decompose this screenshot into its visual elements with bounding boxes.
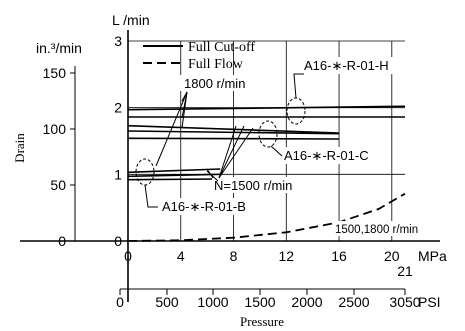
y2-tick-label: 0 <box>58 233 66 249</box>
x-tick-label: 8 <box>230 248 238 264</box>
label-c-bg <box>282 147 390 164</box>
x2-tick-label: 1500 <box>244 294 275 310</box>
leader-1500-0 <box>218 125 237 179</box>
series-line-7 <box>127 178 221 181</box>
group-c-ellipse <box>258 120 278 148</box>
legend-label-full-cutoff: Full Cut-off <box>188 40 255 55</box>
label-h-bg <box>298 57 406 74</box>
x-tick-label: 12 <box>278 248 294 264</box>
y2-tick-label: 100 <box>43 121 67 137</box>
x-unit-psi: PSI <box>418 294 441 310</box>
x2-tick-label: 500 <box>155 294 179 310</box>
label-1500rpm: N=1500 r/min <box>214 178 292 193</box>
y-unit-lmin: L /min <box>112 12 150 28</box>
x2-tick-label: 2500 <box>338 294 369 310</box>
x-tick-label-end: 21 <box>397 263 413 279</box>
x2-tick-label: 0 <box>116 294 124 310</box>
label-1500-1800rpm: 1500,1800 r/min <box>335 224 418 236</box>
x-tick-label: 16 <box>331 248 347 264</box>
leader-1500-4 <box>206 170 219 182</box>
label-1800-bg <box>180 75 252 91</box>
y-tick-label: 0 <box>114 233 122 249</box>
x-unit-mpa: MPa <box>418 248 447 264</box>
x-axis-title: Pressure <box>240 314 284 329</box>
x-tick-label: 20 <box>384 248 400 264</box>
leader-h <box>293 73 304 99</box>
leader-1800-2 <box>181 91 188 129</box>
label-1800rpm: 1800 r/min <box>184 76 245 91</box>
label-a16-h: A16-∗-R-01-H <box>304 58 389 73</box>
x2-tick-label: 2000 <box>291 294 322 310</box>
series-line-6 <box>127 173 221 178</box>
series-line-8 <box>127 192 406 242</box>
leader-1500-2 <box>218 127 254 179</box>
series-line-2 <box>127 124 340 134</box>
y-unit-in3min: in.³/min <box>36 40 82 56</box>
label-b-bg <box>158 198 262 215</box>
leader-1500-1 <box>218 125 245 179</box>
y2-tick-label: 150 <box>43 65 67 81</box>
x-tick-label: 4 <box>177 248 185 264</box>
label-a16-c: A16-∗-R-01-C <box>284 148 369 163</box>
label-1500-bg <box>212 177 298 193</box>
label-1500-1800-bg <box>333 221 413 236</box>
label-a16-b: A16-∗-R-01-B <box>162 199 246 214</box>
y-axis-title: Drain <box>12 133 27 163</box>
x-tick-label: 0 <box>124 248 132 264</box>
y-tick-label: 2 <box>114 100 122 116</box>
x2-tick-label: 3050 <box>389 294 420 310</box>
series-line-5 <box>127 168 221 174</box>
y-tick-label: 1 <box>114 166 122 182</box>
series-line-4 <box>127 137 340 140</box>
series-line-0 <box>127 105 406 111</box>
y2-tick-label: 50 <box>50 177 66 193</box>
leader-c <box>270 145 283 157</box>
x2-tick-label: 1000 <box>197 294 228 310</box>
y-tick-label: 3 <box>114 33 122 49</box>
group-h-ellipse <box>286 97 306 125</box>
leader-b <box>144 184 158 208</box>
legend-label-full-flow: Full Flow <box>188 57 244 72</box>
leader-1800-3 <box>155 91 188 167</box>
